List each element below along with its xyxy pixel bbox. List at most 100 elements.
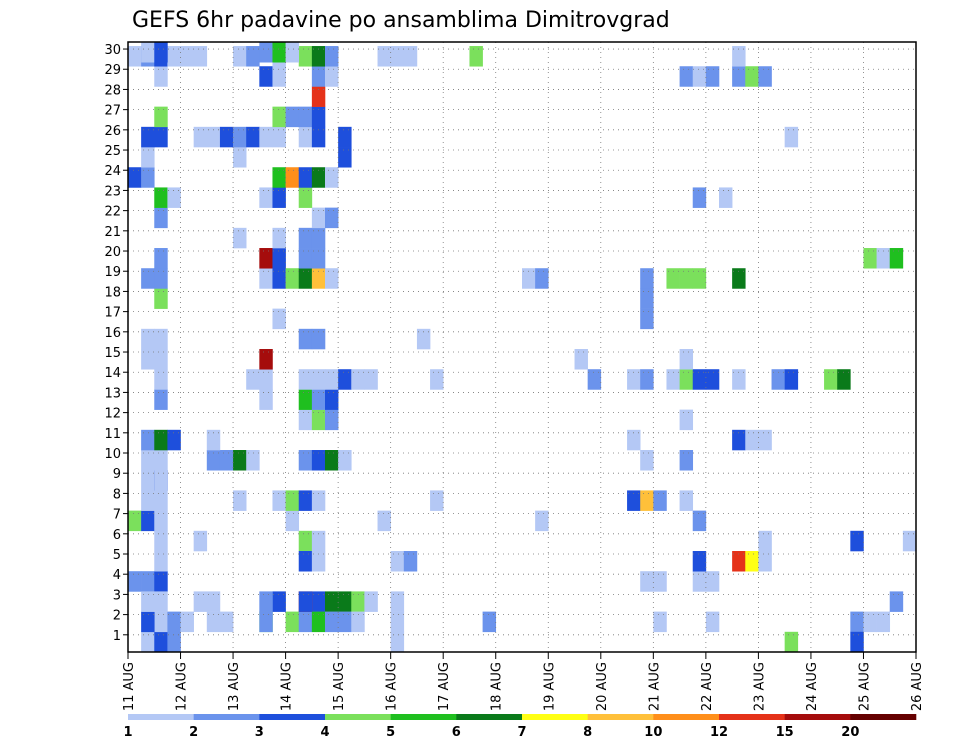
heat-cell bbox=[233, 450, 247, 471]
y-tick-label: 14 bbox=[104, 366, 121, 381]
heat-cell bbox=[325, 66, 339, 87]
heat-cell bbox=[325, 591, 339, 612]
heatmap-cells bbox=[128, 42, 917, 653]
y-tick-label: 9 bbox=[113, 467, 121, 482]
heat-cell bbox=[351, 369, 365, 390]
heat-cell bbox=[154, 591, 168, 612]
colorbar-label: 8 bbox=[583, 725, 592, 740]
heat-cell bbox=[246, 450, 260, 471]
heat-cell bbox=[640, 308, 654, 330]
heat-cell bbox=[627, 369, 641, 390]
heat-cell bbox=[167, 187, 181, 208]
heat-cell bbox=[403, 46, 418, 67]
heat-cell bbox=[692, 268, 707, 289]
colorbar-swatch bbox=[850, 714, 917, 720]
x-axis-ticks: 11 AUG 12 AUG 13 AUG 14 AUG 15 AUG 16 AUG 17 A… bbox=[122, 652, 925, 711]
y-tick-label: 28 bbox=[104, 83, 121, 98]
heat-cell bbox=[705, 571, 720, 592]
y-tick-label: 5 bbox=[113, 548, 121, 563]
heat-cell bbox=[535, 510, 549, 532]
y-tick-label: 23 bbox=[104, 184, 121, 199]
heat-cell bbox=[469, 46, 483, 67]
colorbar-label: 4 bbox=[320, 725, 329, 740]
heat-cell bbox=[141, 571, 155, 592]
heat-cell bbox=[679, 369, 694, 390]
heat-cell bbox=[640, 268, 654, 289]
y-tick-label: 8 bbox=[113, 487, 121, 502]
heat-cell bbox=[758, 66, 772, 87]
heat-cell bbox=[272, 167, 286, 188]
colorbar-label: 7 bbox=[517, 725, 526, 740]
heat-cell bbox=[233, 490, 247, 511]
heat-cell bbox=[692, 551, 707, 572]
heat-cell bbox=[154, 328, 168, 350]
heat-cell bbox=[298, 369, 313, 390]
heat-cell bbox=[259, 248, 273, 269]
heat-cell bbox=[876, 611, 891, 633]
x-tick-label: 16 AUG bbox=[385, 662, 400, 711]
heat-cell bbox=[338, 591, 352, 612]
heat-cell bbox=[311, 46, 326, 67]
heat-cell bbox=[311, 530, 326, 552]
x-tick-label: 22 AUG bbox=[700, 662, 715, 711]
heat-cell bbox=[679, 349, 694, 370]
heat-cell bbox=[141, 490, 155, 511]
heat-cell bbox=[154, 248, 168, 269]
heat-cell bbox=[193, 591, 208, 612]
heat-cell bbox=[246, 46, 260, 67]
heat-cell bbox=[705, 66, 720, 87]
heat-cell bbox=[430, 490, 444, 511]
colorbar-label: 1 bbox=[123, 725, 132, 740]
heat-cell bbox=[193, 530, 208, 552]
heat-cell bbox=[679, 66, 694, 87]
y-tick-label: 13 bbox=[104, 386, 121, 401]
colorbar-swatch bbox=[193, 714, 260, 720]
colorbar-swatch bbox=[456, 714, 523, 720]
colorbar-swatch bbox=[653, 714, 720, 720]
y-tick-label: 6 bbox=[113, 528, 121, 543]
x-tick-label: 18 AUG bbox=[490, 662, 505, 711]
heat-cell bbox=[325, 268, 339, 289]
heat-cell bbox=[128, 571, 142, 592]
heat-cell bbox=[338, 126, 352, 148]
x-tick-label: 21 AUG bbox=[647, 662, 662, 711]
heat-cell bbox=[298, 126, 313, 148]
heat-cell bbox=[154, 510, 168, 532]
heat-cell bbox=[679, 268, 694, 289]
heat-cell bbox=[325, 369, 339, 390]
heat-cell bbox=[193, 126, 208, 148]
heat-cell bbox=[298, 611, 313, 633]
heat-cell bbox=[298, 106, 313, 128]
heat-cell bbox=[338, 147, 352, 168]
heat-cell bbox=[298, 389, 313, 410]
heat-cell bbox=[679, 490, 694, 511]
heat-cell bbox=[902, 530, 917, 552]
heat-cell bbox=[141, 450, 155, 471]
heat-cell bbox=[311, 248, 326, 269]
heat-cell bbox=[311, 66, 326, 87]
heat-cell bbox=[180, 611, 194, 633]
heat-cell bbox=[364, 369, 378, 390]
y-tick-label: 26 bbox=[104, 124, 121, 139]
heat-cell bbox=[259, 187, 273, 208]
heat-cell bbox=[758, 429, 772, 451]
heat-cell bbox=[377, 46, 391, 67]
heat-cell bbox=[128, 46, 142, 67]
heat-cell bbox=[206, 591, 221, 612]
heat-cell bbox=[272, 308, 286, 330]
heat-cell bbox=[325, 207, 339, 229]
heat-cell bbox=[390, 611, 405, 633]
heat-cell bbox=[141, 510, 155, 532]
y-tick-label: 19 bbox=[104, 265, 121, 280]
y-tick-label: 22 bbox=[104, 205, 121, 220]
heat-cell bbox=[640, 571, 654, 592]
heat-cell bbox=[338, 369, 352, 390]
heat-cell bbox=[298, 268, 313, 289]
heat-cell bbox=[141, 268, 155, 289]
heat-cell bbox=[141, 429, 155, 451]
heat-cell bbox=[325, 389, 339, 410]
heat-cell bbox=[154, 631, 168, 653]
heat-cell bbox=[259, 389, 273, 410]
heat-cell bbox=[325, 409, 339, 431]
